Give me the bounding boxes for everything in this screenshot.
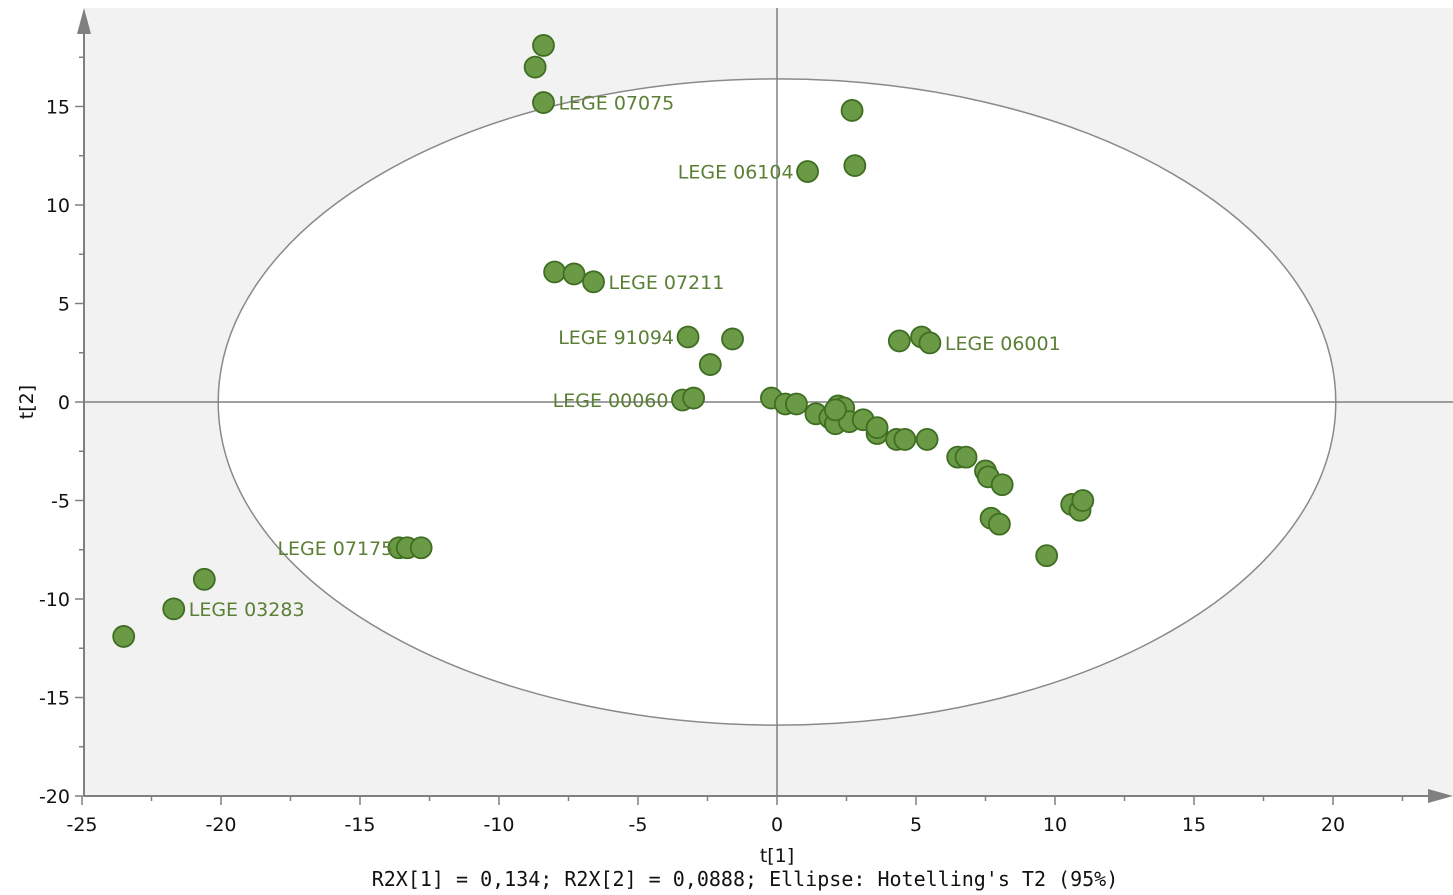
point-label: LEGE 06001 <box>945 333 1061 355</box>
data-point <box>1035 544 1059 568</box>
data-point <box>893 428 917 451</box>
point-label: LEGE 07075 <box>558 93 674 115</box>
x-tick-label: -15 <box>344 814 375 836</box>
point-label: LEGE 07175 <box>277 538 393 560</box>
data-point <box>840 99 864 122</box>
data-point <box>562 262 586 286</box>
point-label: LEGE 06104 <box>678 162 794 184</box>
data-point <box>785 392 808 416</box>
y-tick-label: -5 <box>51 491 70 513</box>
y-tick-label: 10 <box>46 195 70 217</box>
y-tick-label: 5 <box>58 294 70 316</box>
data-point <box>543 260 566 284</box>
data-point <box>915 428 939 451</box>
x-tick-label: -10 <box>483 814 514 836</box>
data-point <box>112 625 136 648</box>
x-tick-label: 20 <box>1321 814 1345 836</box>
y-tick-label: 15 <box>46 97 70 119</box>
point-label: LEGE 07211 <box>609 272 725 294</box>
data-point <box>1071 489 1095 512</box>
x-tick-label: -25 <box>66 814 97 836</box>
x-tick-label: -5 <box>629 814 648 836</box>
x-tick-label: 10 <box>1043 814 1067 836</box>
data-point <box>988 512 1011 536</box>
y-axis-arrow-icon <box>77 8 91 34</box>
point-label: LEGE 00060 <box>553 390 669 412</box>
data-point <box>532 91 555 114</box>
data-point <box>676 325 700 349</box>
data-point <box>954 445 978 469</box>
y-tick-label: -20 <box>39 786 70 808</box>
x-tick-label: 5 <box>910 814 922 836</box>
data-point <box>192 567 216 591</box>
data-point <box>865 416 889 440</box>
x-axis-label: t[1] <box>760 845 794 867</box>
data-point <box>698 353 722 376</box>
data-point <box>409 536 433 560</box>
data-point <box>823 398 847 422</box>
data-point <box>523 55 547 79</box>
data-point <box>990 473 1014 497</box>
y-axis-label: t[2] <box>16 385 38 419</box>
chart-caption: R2X[1] = 0,134; R2X[2] = 0,0888; Ellipse… <box>372 867 1119 891</box>
data-point <box>682 386 705 410</box>
y-tick-label: -15 <box>39 688 70 710</box>
x-axis-arrow-icon <box>1428 789 1453 803</box>
data-point <box>582 270 605 294</box>
data-point <box>887 329 911 353</box>
x-tick-label: 0 <box>771 814 783 836</box>
x-tick-label: -20 <box>205 814 236 836</box>
data-point <box>532 34 555 57</box>
y-tick-label: 0 <box>58 392 70 414</box>
data-point <box>721 327 744 351</box>
point-labels: LEGE 07075 LEGE 06104 LEGE 07211 LEGE 91094… <box>189 93 1061 621</box>
x-tick-label: 15 <box>1182 814 1206 836</box>
data-points <box>112 34 1095 648</box>
point-label: LEGE 91094 <box>558 327 674 349</box>
y-tick-label: -10 <box>39 589 70 611</box>
data-point <box>796 160 819 183</box>
axes: -25 -20 -15 -10 -5 0 5 10 15 20 -20 -15 -10 -5 0 5 10 15 <box>39 8 1453 836</box>
data-point <box>918 331 942 355</box>
data-point <box>843 154 867 178</box>
point-label: LEGE 03283 <box>189 599 305 621</box>
data-point <box>162 597 186 621</box>
